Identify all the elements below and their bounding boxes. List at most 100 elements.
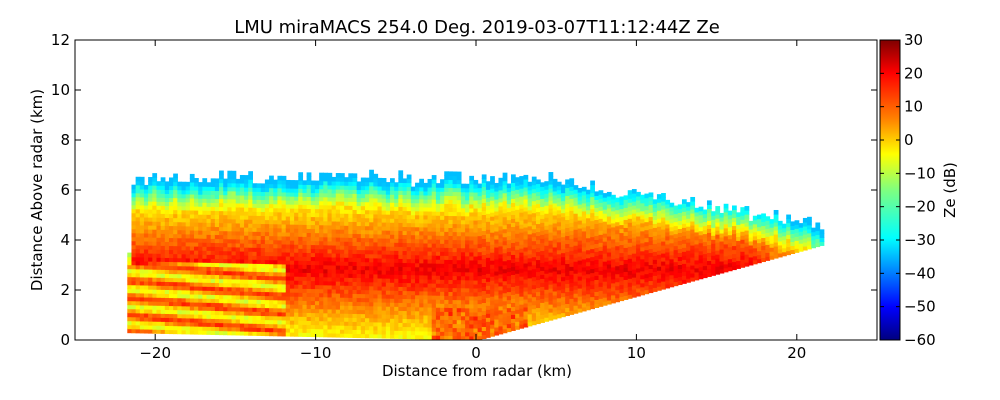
scan-cell: [202, 222, 208, 227]
scan-cell: [198, 294, 203, 299]
scan-cell: [490, 200, 495, 205]
scan-cell: [294, 312, 299, 317]
scan-cell: [661, 225, 666, 230]
scan-cell: [448, 259, 454, 265]
scan-cell: [561, 208, 566, 214]
scan-cell: [377, 265, 383, 271]
scan-cell: [515, 213, 520, 218]
scan-cell: [344, 185, 349, 190]
scan-cell: [606, 299, 612, 305]
scan-cell: [348, 173, 354, 178]
scan-cell: [135, 308, 141, 314]
scan-cell: [348, 205, 354, 210]
scan-cell: [369, 197, 374, 203]
scan-cell: [285, 315, 291, 321]
scan-cell: [198, 234, 203, 239]
scan-cell: [256, 243, 262, 248]
scan-cell: [661, 197, 666, 202]
scan-cell: [527, 237, 533, 243]
scan-cell: [377, 249, 383, 255]
scan-cell: [394, 326, 399, 331]
scan-cell: [339, 185, 345, 190]
scan-cell: [694, 271, 700, 277]
scan-cell: [323, 192, 329, 198]
scan-cell: [648, 232, 654, 238]
scan-cell: [644, 277, 650, 283]
scan-cell: [369, 181, 374, 187]
scan-cell: [148, 181, 153, 186]
scan-cell: [164, 321, 170, 326]
scan-cell: [235, 278, 241, 284]
scan-cell: [377, 237, 383, 243]
scan-cell: [185, 189, 191, 195]
scan-cell: [131, 192, 137, 198]
scan-cell: [248, 283, 253, 288]
scan-cell: [339, 189, 345, 194]
scan-cell: [485, 289, 491, 294]
scan-cell: [515, 209, 520, 214]
scan-cell: [506, 183, 512, 189]
scan-cell: [460, 243, 466, 249]
scan-cell: [143, 296, 149, 302]
scan-cell: [481, 178, 487, 184]
scan-cell: [356, 281, 362, 287]
scan-cell: [377, 313, 383, 319]
scan-cell: [540, 238, 545, 243]
scan-cell: [435, 251, 441, 256]
scan-cell: [131, 188, 137, 194]
scan-cell: [698, 226, 704, 232]
scan-cell: [677, 260, 683, 266]
scan-cell: [369, 321, 374, 327]
scan-cell: [352, 197, 358, 202]
scan-cell: [314, 328, 320, 334]
scan-cell: [477, 191, 483, 197]
scan-cell: [269, 271, 274, 277]
scan-cell: [327, 268, 333, 274]
scan-cell: [202, 290, 208, 295]
scan-cell: [569, 198, 575, 203]
scan-cell: [356, 333, 362, 339]
scan-cell: [210, 198, 216, 203]
scan-cell: [189, 217, 195, 223]
scan-cell: [619, 260, 625, 266]
scan-cell: [490, 220, 495, 225]
scan-cell: [573, 301, 579, 306]
scan-cell: [452, 195, 458, 201]
scan-cell: [515, 205, 520, 210]
scan-cell: [523, 286, 529, 292]
scan-cell: [139, 224, 145, 230]
scan-cell: [210, 246, 216, 251]
scan-cell: [469, 315, 475, 321]
scan-cell: [465, 211, 470, 217]
scan-cell: [498, 261, 504, 267]
scan-cell: [423, 258, 429, 264]
scan-cell: [510, 310, 516, 315]
scan-cell: [269, 303, 274, 309]
scan-cell: [260, 251, 266, 257]
scan-cell: [602, 289, 608, 294]
scan-cell: [636, 263, 641, 269]
scan-cell: [168, 301, 174, 307]
scan-cell: [294, 196, 299, 201]
scan-cell: [273, 319, 279, 325]
scan-cell: [394, 222, 399, 227]
scan-cell: [694, 251, 700, 257]
scan-cell: [164, 241, 170, 246]
scan-cell: [185, 293, 191, 299]
scan-cell: [273, 243, 279, 249]
scan-cell: [548, 292, 554, 297]
scan-cell: [527, 301, 533, 307]
scan-cell: [148, 317, 153, 322]
scan-cell: [206, 314, 212, 319]
scan-cell: [594, 271, 600, 276]
scan-cell: [377, 233, 383, 239]
scan-cell: [327, 176, 333, 182]
scan-cell: [519, 220, 525, 225]
scan-cell: [173, 329, 178, 335]
scan-cell: [214, 198, 220, 204]
scan-cell: [256, 219, 262, 224]
scan-cell: [194, 286, 199, 291]
scan-cell: [298, 276, 304, 281]
scan-cell: [231, 282, 237, 288]
scan-cell: [519, 300, 525, 305]
